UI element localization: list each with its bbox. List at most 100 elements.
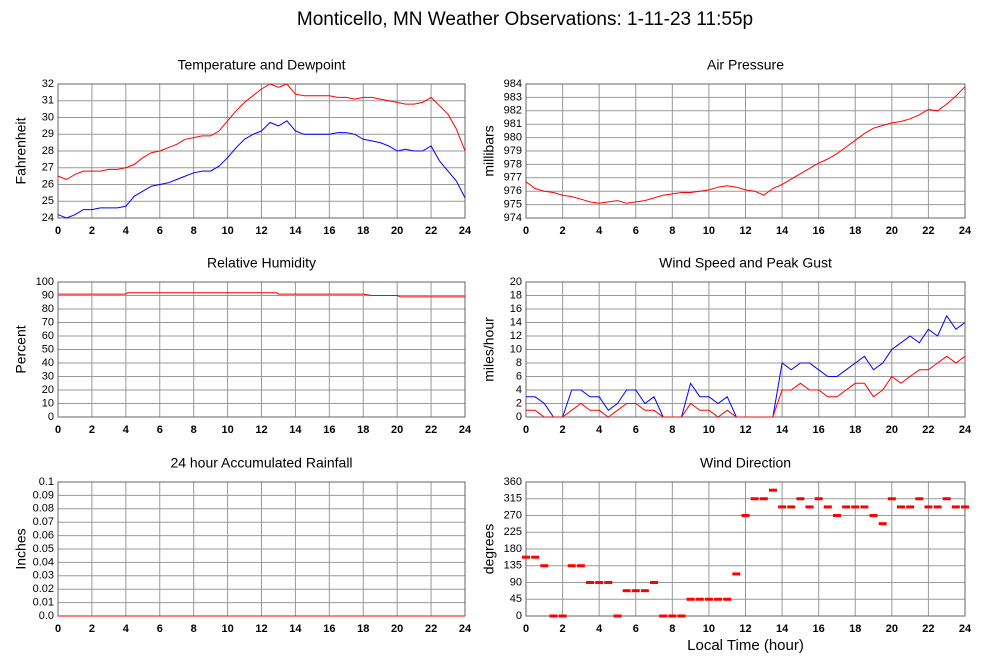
data-line [58, 292, 465, 298]
x-tick-label: 14 [289, 424, 302, 436]
data-point [778, 505, 787, 509]
x-tick-label: 20 [886, 424, 898, 436]
x-tick-label: 24 [959, 225, 972, 237]
data-point [924, 505, 933, 509]
x-tick-label: 12 [739, 225, 751, 237]
y-tick-label: 135 [504, 560, 522, 572]
y-tick-label: 40 [42, 357, 54, 369]
x-tick-label: 22 [922, 623, 934, 635]
x-tick-label: 16 [323, 424, 335, 436]
x-tick-label: 4 [596, 623, 603, 635]
panel-title: 24 hour Accumulated Rainfall [170, 455, 352, 471]
x-tick-label: 10 [703, 225, 715, 237]
data-point [586, 581, 595, 584]
data-point [933, 505, 942, 509]
y-tick-label: 4 [516, 384, 522, 396]
y-tick-label: 20 [510, 276, 522, 288]
x-tick-label: 18 [849, 424, 861, 436]
data-point [613, 614, 622, 618]
y-tick-label: 0.03 [33, 570, 54, 582]
y-tick-label: 0 [516, 411, 522, 423]
data-point [704, 597, 713, 601]
x-tick-label: 12 [255, 424, 267, 436]
x-tick-label: 16 [323, 623, 335, 635]
x-tick-label: 24 [959, 424, 972, 436]
x-tick-label: 18 [849, 623, 861, 635]
x-tick-label: 16 [813, 225, 825, 237]
x-tick-label: 4 [596, 225, 603, 237]
x-tick-label: 0 [55, 424, 61, 436]
data-point [558, 614, 567, 618]
y-axis-label: Inches [13, 528, 29, 569]
data-point [567, 564, 576, 568]
data-point [906, 505, 915, 509]
data-line [526, 355, 966, 418]
data-point [896, 505, 905, 509]
y-tick-label: 225 [504, 526, 522, 538]
data-point [823, 505, 832, 509]
y-tick-label: 10 [42, 397, 54, 409]
data-point [622, 589, 631, 593]
data-point [915, 497, 924, 501]
panel-title: Air Pressure [707, 57, 784, 73]
y-tick-label: 0.09 [33, 489, 54, 501]
x-tick-label: 2 [89, 424, 95, 436]
x-tick-label: 22 [922, 424, 934, 436]
x-tick-label: 16 [323, 225, 335, 237]
data-point [759, 497, 768, 501]
y-axis-label: Percent [13, 325, 29, 373]
data-point [860, 505, 869, 509]
x-tick-label: 10 [703, 424, 715, 436]
x-tick-label: 10 [221, 225, 233, 237]
x-tick-label: 6 [157, 623, 163, 635]
data-point [714, 597, 723, 601]
y-tick-label: 981 [504, 118, 522, 130]
x-tick-label: 8 [191, 424, 197, 436]
data-point [695, 597, 704, 601]
data-point [887, 497, 896, 501]
plot-frame [525, 83, 966, 219]
x-tick-label: 22 [922, 225, 934, 237]
x-tick-label: 14 [776, 225, 789, 237]
x-tick-label: 22 [425, 424, 437, 436]
y-tick-label: 270 [504, 509, 522, 521]
y-tick-label: 979 [504, 145, 522, 157]
x-tick-label: 6 [157, 225, 163, 237]
data-point [842, 505, 851, 509]
y-tick-label: 0.05 [33, 543, 54, 555]
y-tick-label: 28 [42, 145, 54, 157]
plot-frame [57, 281, 466, 418]
y-tick-label: 30 [42, 370, 54, 382]
data-point [640, 589, 649, 593]
data-point [650, 581, 659, 584]
data-line [57, 83, 466, 181]
x-tick-label: 2 [560, 424, 566, 436]
y-tick-label: 315 [504, 493, 522, 505]
panel-title: Wind Speed and Peak Gust [659, 255, 832, 271]
y-tick-label: 70 [42, 316, 54, 328]
data-point [750, 497, 759, 501]
x-tick-label: 6 [633, 623, 639, 635]
data-line [57, 120, 466, 219]
x-tick-label: 18 [357, 424, 369, 436]
x-tick-label: 14 [776, 623, 789, 635]
y-tick-label: 18 [510, 289, 522, 301]
data-point [796, 497, 805, 501]
x-tick-label: 14 [289, 225, 302, 237]
y-tick-label: 984 [504, 78, 522, 90]
x-tick-label: 14 [776, 424, 789, 436]
data-point [659, 614, 668, 618]
data-point [549, 614, 558, 618]
data-point [686, 597, 695, 601]
y-tick-label: 983 [504, 91, 522, 103]
y-tick-label: 980 [504, 132, 522, 144]
data-line [525, 86, 966, 204]
x-tick-label: 6 [633, 424, 639, 436]
x-tick-label: 2 [89, 225, 95, 237]
y-tick-label: 50 [42, 343, 54, 355]
y-tick-label: 25 [42, 195, 54, 207]
y-tick-label: 982 [504, 105, 522, 117]
y-tick-label: 180 [504, 543, 522, 555]
x-tick-label: 16 [813, 623, 825, 635]
